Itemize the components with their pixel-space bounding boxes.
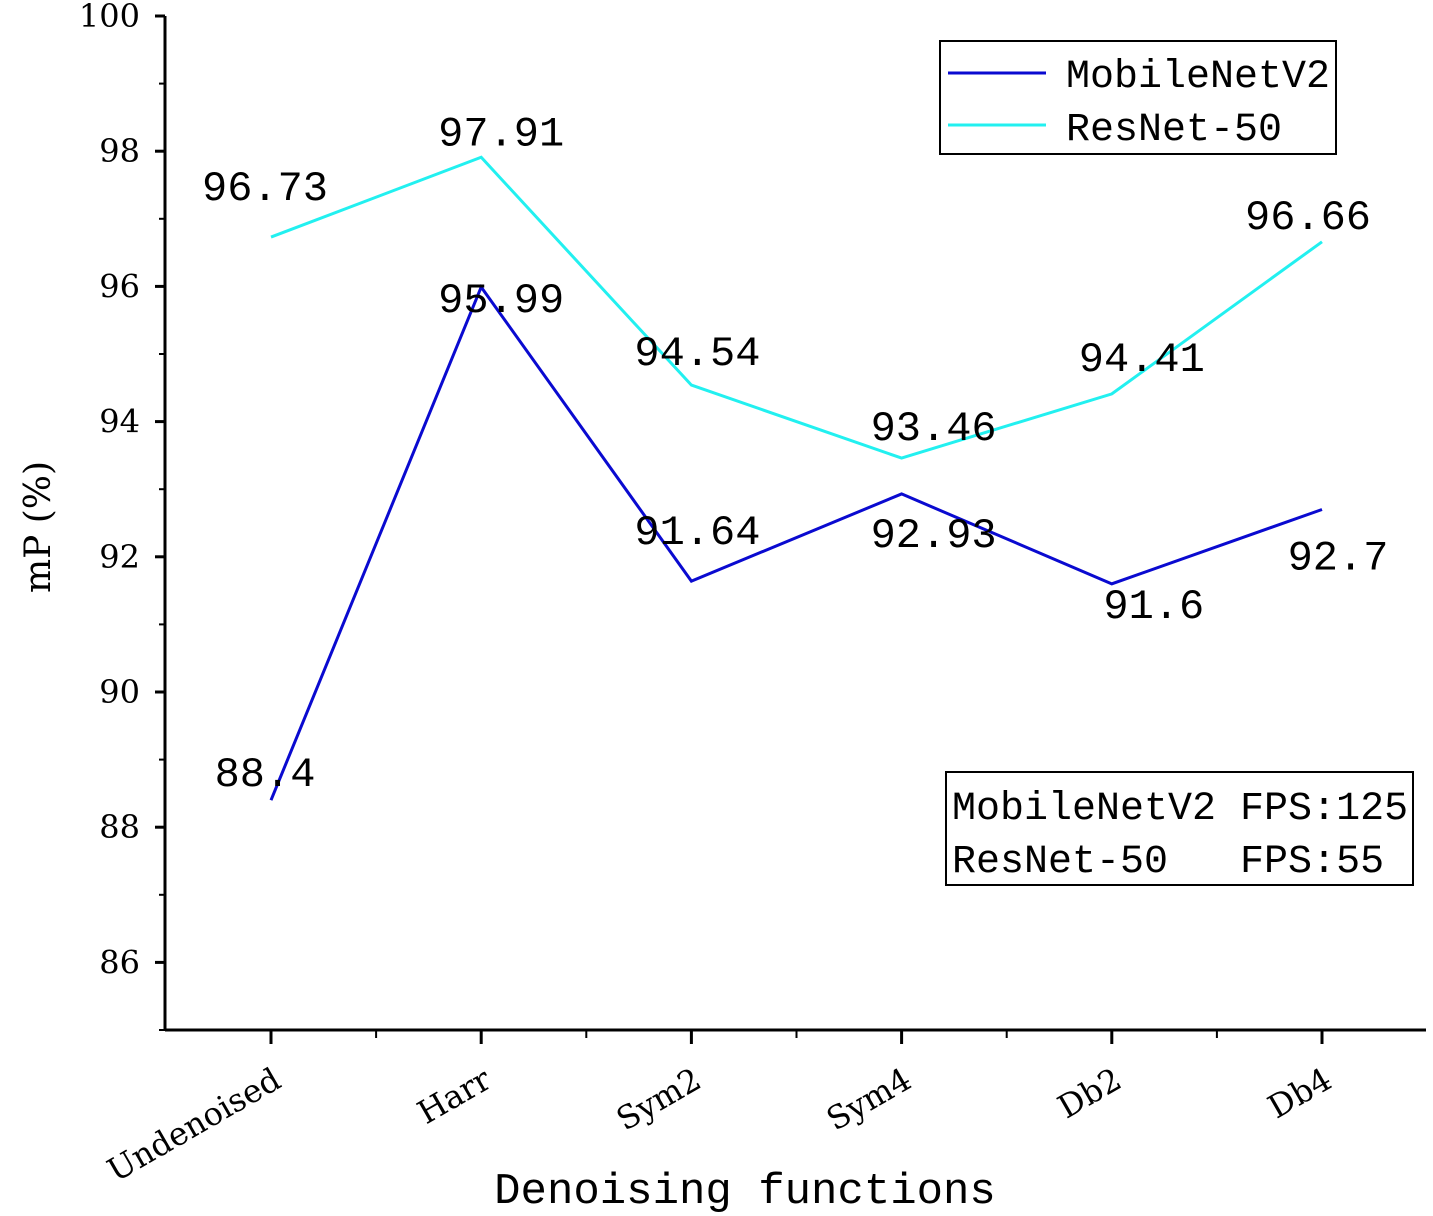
- legend-label-resnet50: ResNet-50: [1066, 108, 1282, 153]
- y-tick-label: 100: [79, 0, 140, 35]
- series-line-mobilenetv2: [269, 283, 1323, 801]
- series-line-resnet50: [270, 155, 1323, 460]
- data-label-mobilenetv2-1: 95.99: [438, 277, 564, 325]
- data-labels: 96.73 97.91 94.54 93.46 94.41 96.66 88.4 95.99 9…: [202, 110, 1388, 799]
- y-tick-label: 94: [99, 403, 140, 441]
- data-label-mobilenetv2-2: 91.64: [634, 509, 760, 557]
- fps-line-resnet50: ResNet-50 FPS:55: [952, 840, 1384, 885]
- data-label-resnet50-3: 93.46: [871, 405, 997, 453]
- data-label-mobilenetv2-0: 88.4: [215, 751, 316, 799]
- x-tick-label-sym4: Sym4: [820, 1060, 918, 1138]
- data-label-mobilenetv2-4: 91.6: [1103, 583, 1204, 631]
- x-tick-label-undenoised: Undenoised: [101, 1060, 287, 1189]
- data-label-mobilenetv2-3: 92.93: [871, 512, 997, 560]
- y-tick-label: 96: [99, 267, 140, 305]
- legend: MobileNetV2 ResNet-50: [939, 40, 1337, 155]
- data-label-resnet50-4: 94.41: [1079, 336, 1205, 384]
- series-lines: [269, 155, 1323, 801]
- data-label-resnet50-0: 96.73: [202, 165, 328, 213]
- fps-line-mobilenetv2: MobileNetV2 FPS:125: [952, 787, 1408, 832]
- data-label-resnet50-2: 94.54: [634, 330, 760, 378]
- legend-box: [939, 40, 1337, 155]
- x-tick-label-db4: Db4: [1261, 1060, 1338, 1126]
- x-axis-label: Denoising functions: [494, 1167, 996, 1216]
- data-label-resnet50-1: 97.91: [438, 110, 564, 158]
- y-tick-label: 92: [99, 538, 140, 576]
- y-tick-label: 88: [99, 808, 140, 846]
- x-tick-label-db2: Db2: [1051, 1060, 1128, 1126]
- data-label-resnet50-5: 96.66: [1245, 194, 1371, 242]
- fps-annotation-box: [945, 771, 1414, 886]
- x-tick-label-harr: Harr: [411, 1060, 498, 1132]
- x-tick-label-sym2: Sym2: [610, 1060, 708, 1138]
- y-tick-label: 98: [99, 132, 140, 170]
- y-tick-label: 86: [99, 943, 140, 981]
- legend-label-mobilenetv2: MobileNetV2: [1066, 55, 1330, 100]
- data-label-mobilenetv2-5: 92.7: [1288, 534, 1389, 582]
- y-tick-label: 90: [99, 673, 140, 711]
- fps-annotation: MobileNetV2 FPS:125 ResNet-50 FPS:55: [945, 771, 1414, 886]
- y-axis-label: mP (%): [18, 461, 59, 593]
